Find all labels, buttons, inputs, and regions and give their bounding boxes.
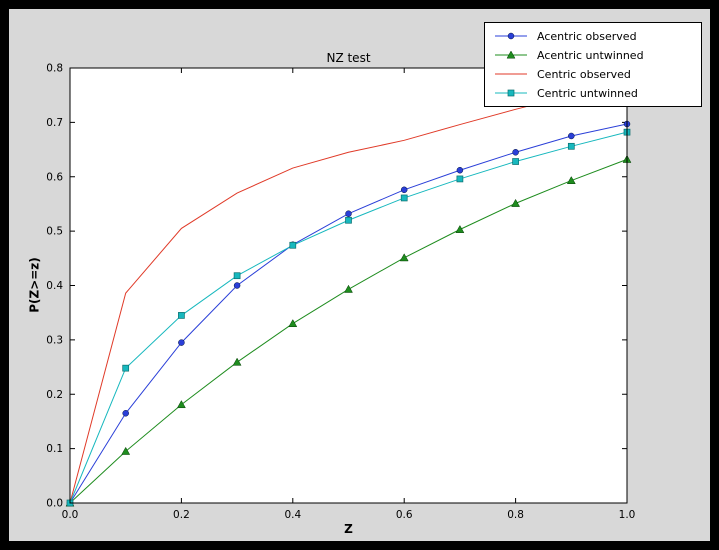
axis-ticks: 0.0 0.2 0.4 0.6 0.8 1.0 0.0 0.1 0.2 0.3 0.4 0.5 0.6 0… <box>46 63 635 522</box>
legend-line-sample-acentric-observed <box>495 32 527 40</box>
x-tick-label: 1.0 <box>619 509 636 521</box>
y-tick-label: 0.0 <box>46 498 63 510</box>
x-axis-label: Z <box>344 522 353 536</box>
y-tick-label: 0.3 <box>46 334 63 346</box>
x-tick-label: 0.6 <box>396 509 413 521</box>
legend-line-sample-centric-untwinned <box>495 89 527 97</box>
legend-line-sample-acentric-untwinned <box>495 50 527 59</box>
plot-border <box>69 67 628 504</box>
x-tick-label: 0.2 <box>173 509 190 521</box>
legend-label-acentric-untwinned: Acentric untwinned <box>537 48 644 62</box>
legend-label-centric-untwinned: Centric untwinned <box>537 86 638 100</box>
legend-line-sample-centric-observed <box>495 73 527 75</box>
y-tick-label: 0.1 <box>46 443 63 455</box>
figure: 0.0 0.2 0.4 0.6 0.8 1.0 0.0 0.1 0.2 0.3 0.4 0.5 0.6 0… <box>9 9 710 541</box>
legend-item-acentric-untwinned: Acentric untwinned <box>493 47 693 63</box>
legend-label-acentric-observed: Acentric observed <box>537 29 637 43</box>
y-tick-label: 0.6 <box>46 171 63 183</box>
legend-label-centric-observed: Centric observed <box>537 67 631 81</box>
chart-title: NZ test <box>326 51 371 65</box>
legend-item-centric-observed: Centric observed <box>493 66 693 82</box>
y-tick-label: 0.4 <box>46 280 63 292</box>
legend-item-acentric-observed: Acentric observed <box>493 28 693 44</box>
y-tick-label: 0.7 <box>46 117 63 129</box>
x-tick-label: 0.8 <box>507 509 524 521</box>
legend: Acentric observed Acentric untwinned Centr… <box>484 22 702 107</box>
y-tick-label: 0.8 <box>46 63 63 75</box>
legend-item-centric-untwinned: Centric untwinned <box>493 85 693 101</box>
y-tick-label: 0.5 <box>46 226 63 238</box>
y-axis-label: P(Z>=z) <box>27 257 42 313</box>
x-tick-label: 0.0 <box>62 509 79 521</box>
chart-canvas: 0.0 0.2 0.4 0.6 0.8 1.0 0.0 0.1 0.2 0.3 0.4 0.5 0.6 0… <box>46 63 635 522</box>
x-tick-label: 0.4 <box>284 509 301 521</box>
y-tick-label: 0.2 <box>46 389 63 401</box>
